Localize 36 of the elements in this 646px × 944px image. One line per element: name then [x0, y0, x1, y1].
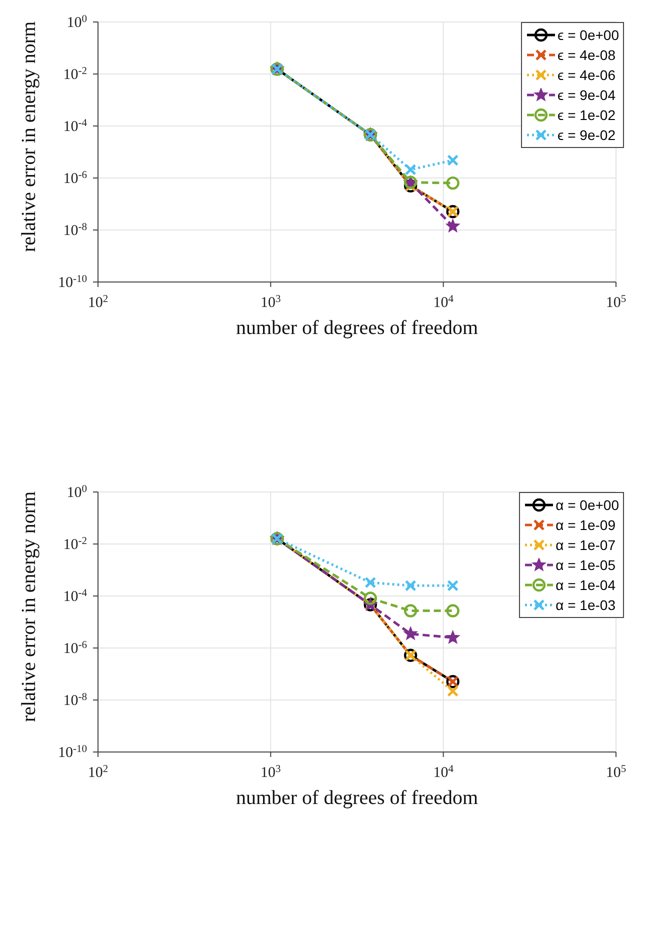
legend-label: ϵ = 9e-02 [558, 127, 616, 143]
y-tick-label: 10$^{-2}$ [63, 536, 87, 553]
legend-label: α = 1e-09 [556, 517, 616, 533]
y-tick-label: 10$^{0}$ [66, 14, 87, 31]
legend-label: ϵ = 4e-06 [558, 67, 616, 83]
x-tick-label: 10$^{3}$ [260, 764, 281, 781]
x-tick-label: 10$^{4}$ [433, 294, 454, 311]
x-tick-label: 10$^{3}$ [260, 294, 281, 311]
x-axis-title: number of degrees of freedom [236, 787, 478, 809]
legend-label: α = 0e+00 [556, 497, 619, 513]
y-tick-label: 10$^{-10}$ [58, 744, 87, 761]
legend-label: α = 1e-04 [556, 577, 616, 593]
y-tick-label: 10$^{-4}$ [63, 588, 88, 605]
x-tick-label: 10$^{5}$ [606, 294, 626, 311]
y-tick-label: 10$^{-8}$ [63, 692, 87, 709]
x-tick-label: 10$^{4}$ [433, 764, 454, 781]
y-tick-label: 10$^{-2}$ [63, 66, 87, 83]
y-tick-label: 10$^{-6}$ [63, 640, 87, 657]
y-axis-title: relative error in energy norm [18, 490, 40, 722]
y-tick-label: 10$^{-4}$ [63, 118, 88, 135]
y-tick-label: 10$^{0}$ [66, 484, 87, 501]
y-tick-label: 10$^{-8}$ [63, 222, 87, 239]
legend-label: ϵ = 4e-08 [558, 47, 616, 63]
y-axis-title: relative error in energy norm [18, 20, 40, 252]
legend-label: ϵ = 1e-02 [558, 107, 616, 123]
x-axis-title: number of degrees of freedom [236, 317, 478, 339]
legend-label: ϵ = 0e+00 [558, 27, 619, 43]
x-tick-label: 10$^{2}$ [88, 294, 108, 311]
legend-label: α = 1e-05 [556, 557, 616, 573]
x-tick-label: 10$^{2}$ [88, 764, 108, 781]
legend-label: α = 1e-07 [556, 537, 616, 553]
y-tick-label: 10$^{-10}$ [58, 274, 87, 291]
legend-label: α = 1e-03 [556, 597, 616, 613]
y-tick-label: 10$^{-6}$ [63, 170, 87, 187]
legend-label: ϵ = 9e-04 [558, 87, 616, 103]
x-tick-label: 10$^{5}$ [606, 764, 626, 781]
